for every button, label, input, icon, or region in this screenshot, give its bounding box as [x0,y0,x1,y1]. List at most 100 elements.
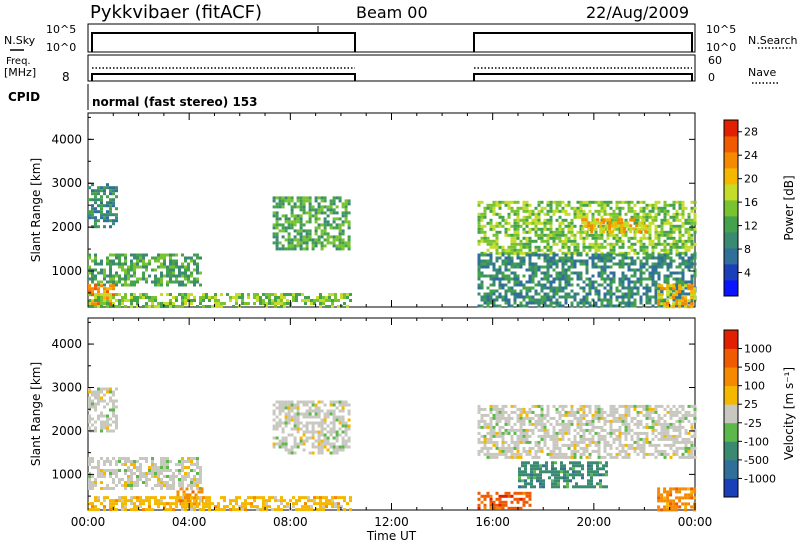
echo-cell [148,466,151,469]
echo-cell [564,295,568,299]
echo-cell [543,422,547,426]
echo-cell [97,299,100,302]
echo-cell [669,455,673,459]
echo-cell [609,233,613,237]
echo-cell [575,473,578,477]
echo-cell [546,242,550,246]
echo-cell [91,287,94,291]
echo-cell [639,248,643,252]
echo-cell [600,301,604,305]
echo-cell [332,211,336,215]
echo-cell [112,201,115,205]
echo-cell [483,206,487,210]
echo-cell [181,293,184,296]
echo-cell [235,302,238,305]
echo-cell [115,463,118,466]
echo-cell [284,217,288,221]
echo-cell [546,239,550,243]
echo-cell [317,211,321,215]
echo-cell [675,227,679,231]
echo-cell [546,428,550,432]
echo-cell [296,232,300,236]
echo-cell [217,508,220,512]
y-tick-label: 3000 [51,176,82,190]
echo-cell [600,304,604,308]
echo-cell [567,256,571,260]
echo-cell [549,251,553,255]
echo-cell [669,490,673,494]
echo-cell [296,241,300,245]
echo-cell [546,407,550,411]
echo-cell [567,265,571,269]
echo-cell [558,452,562,456]
echo-cell [603,224,607,228]
echo-cell [202,502,205,506]
echo-cell [572,476,575,480]
echo-cell [196,277,199,281]
echo-cell [599,230,603,234]
echo-cell [109,475,112,478]
echo-cell [590,470,593,474]
echo-cell [651,245,655,249]
echo-cell [157,283,160,287]
echo-cell [654,230,658,234]
echo-cell [552,239,556,243]
echo-cell [627,404,631,408]
echo-cell [208,499,211,503]
echo-cell [561,286,565,290]
echo-cell [175,277,178,281]
echo-cell [582,413,586,417]
echo-cell [320,196,324,200]
echo-cell [594,416,598,420]
echo-cell [684,487,688,491]
echo-cell [603,262,607,266]
echo-cell [587,470,590,474]
echo-cell [539,485,542,489]
echo-cell [130,478,133,481]
echo-cell [579,259,583,263]
echo-cell [480,212,484,216]
echo-cell [335,430,339,434]
echo-cell [630,419,634,423]
echo-cell [546,404,550,408]
echo-cell [576,251,580,255]
echo-cell [516,236,520,240]
echo-cell [672,206,676,210]
echo-cell [690,505,694,509]
echo-cell [603,239,607,243]
echo-cell [612,256,616,260]
echo-cell [543,227,547,231]
echo-cell [495,245,499,249]
echo-cell [163,481,166,484]
echo-cell [145,496,148,500]
echo-cell [130,274,133,278]
echo-cell [684,440,688,444]
echo-cell [323,415,327,419]
echo-cell [606,230,610,234]
echo-cell [525,236,529,240]
echo-cell [284,421,288,425]
echo-cell [651,242,655,246]
echo-cell [109,253,112,257]
echo-cell [220,293,223,296]
echo-cell [582,245,586,249]
echo-cell [600,245,604,249]
echo-cell [314,229,318,233]
echo-cell [549,422,553,426]
echo-cell [278,229,282,233]
echo-cell [97,210,100,214]
echo-cell [582,215,586,219]
echo-cell [91,302,94,306]
echo-cell [310,302,313,305]
echo-cell [525,410,529,414]
echo-cell [554,476,557,480]
echo-cell [211,305,214,308]
echo-cell [582,431,586,435]
echo-cell [133,293,136,296]
echo-cell [486,239,490,243]
echo-cell [160,271,163,275]
echo-cell [558,286,562,290]
echo-cell [338,409,342,413]
echo-cell [609,419,613,423]
echo-cell [483,295,487,299]
